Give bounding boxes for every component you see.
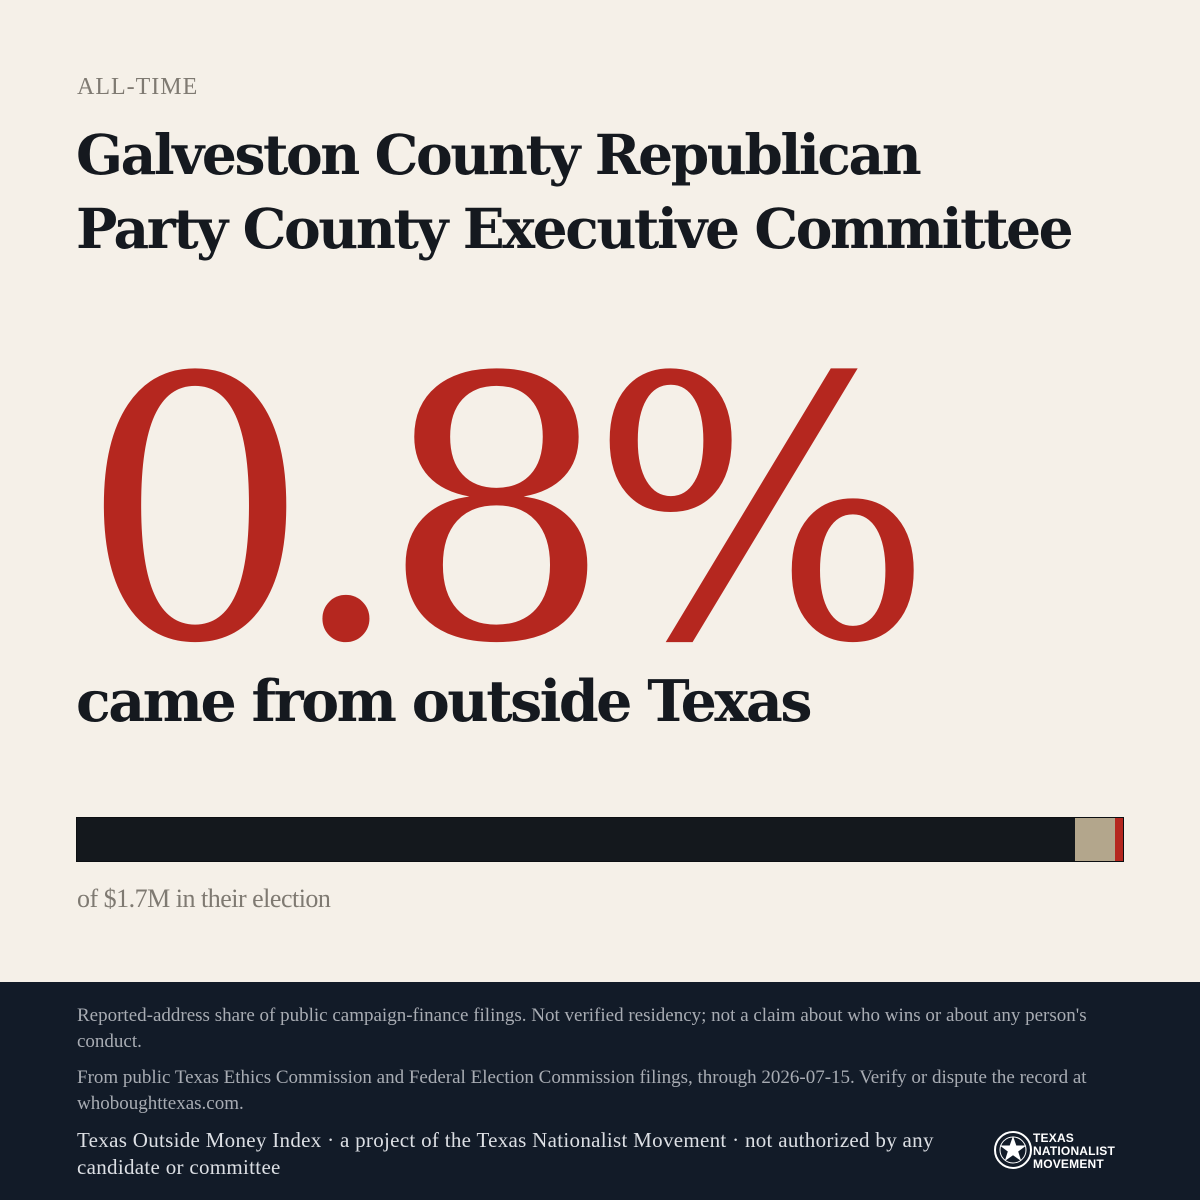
logo-wordmark: TEXAS NATIONALIST MOVEMENT [1033,1131,1115,1171]
share-bar-other-segment [1075,818,1115,861]
tnm-logo: TEXAS NATIONALIST MOVEMENT [993,1130,1123,1174]
page-title: Galveston County Republican Party County… [76,118,1136,266]
footer-disclaimer: Reported-address share of public campaig… [77,1005,1087,1052]
headline-subtext: came from outside Texas [76,668,812,735]
star-seal-icon [994,1131,1032,1169]
period-label: ALL-TIME [77,74,199,100]
headline-percent: 0.8% [80,302,934,723]
share-bar [76,817,1124,862]
share-bar-outside-segment [1115,818,1123,861]
footer-credit: Texas Outside Money Index · a project of… [77,1128,934,1179]
title-line-2: Party County Executive Committee [76,196,1074,261]
footer-source: From public Texas Ethics Commission and … [77,1067,1087,1114]
total-caption: of $1.7M in their election [77,884,331,913]
title-line-1: Galveston County Republican [76,122,922,187]
